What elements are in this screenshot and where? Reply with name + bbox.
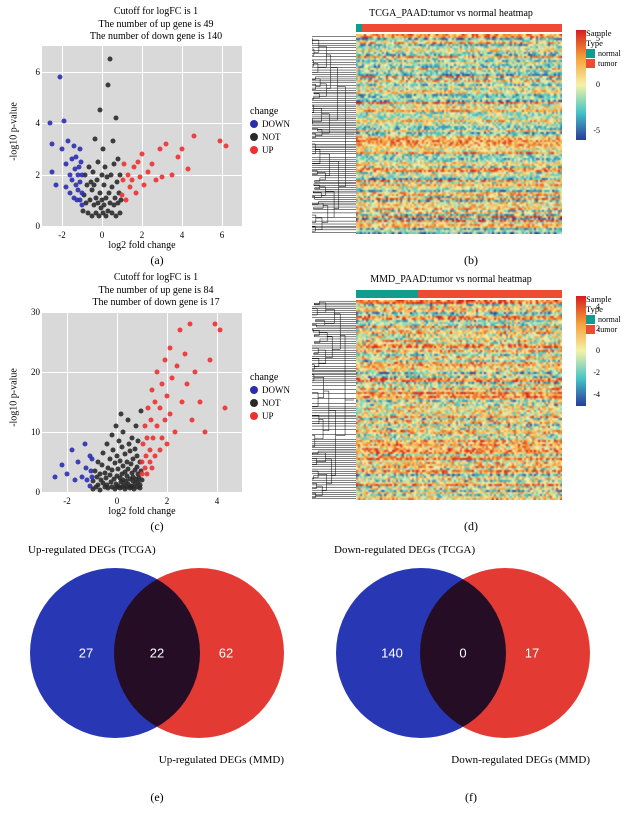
panel-c-plot <box>42 312 242 492</box>
panel-b-colorbar <box>576 30 586 140</box>
panel-e-overlap-n: 22 <box>150 646 164 661</box>
panel-a-title-block: Cutoff for logFC is 1 The number of up g… <box>6 6 306 44</box>
panel-c-xlabel: log2 fold change <box>42 506 242 517</box>
panel-e-title-right: Up-regulated DEGs (MMD) <box>159 754 284 766</box>
venn-right-circle <box>420 568 590 738</box>
panel-f-title-right: Down-regulated DEGs (MMD) <box>451 754 590 766</box>
panel-c-legend: changeDOWNNOTUP <box>250 372 290 424</box>
panel-e-title-left: Up-regulated DEGs (TCGA) <box>28 544 156 556</box>
panel-f-title-left: Down-regulated DEGs (TCGA) <box>334 544 475 556</box>
panel-a: Cutoff for logFC is 1 The number of up g… <box>6 6 308 268</box>
panel-a-caption: (a) <box>6 253 308 268</box>
panel-d-caption: (d) <box>312 519 630 534</box>
panel-c: Cutoff for logFC is 1 The number of up g… <box>6 272 308 534</box>
panel-c-title-2: The number of up gene is 84 <box>6 285 306 298</box>
panel-f-right-n: 17 <box>525 646 539 661</box>
panel-b: TCGA_PAAD:tumor vs normal heatmap -505 S… <box>312 6 630 268</box>
panel-a-xlabel: log2 fold change <box>42 240 242 251</box>
panel-b-sample-legend: Sample Typenormaltumor <box>586 28 630 68</box>
panel-d-colorbar <box>576 296 586 406</box>
panel-d-sample-bar <box>356 290 562 298</box>
panel-d-heatmap <box>356 300 562 500</box>
panel-f-caption: (f) <box>312 790 630 805</box>
panel-d-sample-legend: Sample Typenormaltumor <box>586 294 630 334</box>
panel-a-legend: changeDOWNNOTUP <box>250 106 290 158</box>
panel-a-title-3: The number of down gene is 140 <box>6 31 306 44</box>
panel-b-caption: (b) <box>312 253 630 268</box>
venn-right-circle <box>114 568 284 738</box>
panel-f: Down-regulated DEGs (TCGA) 140 0 17 Down… <box>312 538 630 805</box>
panel-d-title: MMD_PAAD:tumor vs normal heatmap <box>312 274 590 285</box>
panel-d: MMD_PAAD:tumor vs normal heatmap -4-2024… <box>312 272 630 534</box>
panel-f-overlap-n: 0 <box>459 646 466 661</box>
panel-b-dendrogram <box>312 34 356 234</box>
panel-c-title-3: The number of down gene is 17 <box>6 297 306 310</box>
panel-b-heatmap <box>356 34 562 234</box>
panel-c-caption: (c) <box>6 519 308 534</box>
panel-e: Up-regulated DEGs (TCGA) 27 22 62 Up-reg… <box>6 538 308 805</box>
panel-c-yticks: 0102030 <box>26 312 40 492</box>
panel-e-right-n: 62 <box>219 646 233 661</box>
panel-c-title-1: Cutoff for logFC is 1 <box>6 272 306 285</box>
panel-b-sample-bar <box>356 24 562 32</box>
panel-b-title: TCGA_PAAD:tumor vs normal heatmap <box>312 8 590 19</box>
panel-d-dendrogram <box>312 300 356 500</box>
panel-e-caption: (e) <box>6 790 308 805</box>
panel-e-left-n: 27 <box>79 646 93 661</box>
figure-grid: Cutoff for logFC is 1 The number of up g… <box>6 6 630 805</box>
panel-a-plot <box>42 46 242 226</box>
panel-a-yticks: 0246 <box>26 46 40 226</box>
panel-c-ylabel: -log10 p-value <box>9 318 20 478</box>
panel-a-title-2: The number of up gene is 49 <box>6 19 306 32</box>
panel-a-ylabel: -log10 p-value <box>9 52 20 212</box>
panel-f-left-n: 140 <box>381 646 403 661</box>
panel-a-title-1: Cutoff for logFC is 1 <box>6 6 306 19</box>
panel-c-title-block: Cutoff for logFC is 1 The number of up g… <box>6 272 306 310</box>
